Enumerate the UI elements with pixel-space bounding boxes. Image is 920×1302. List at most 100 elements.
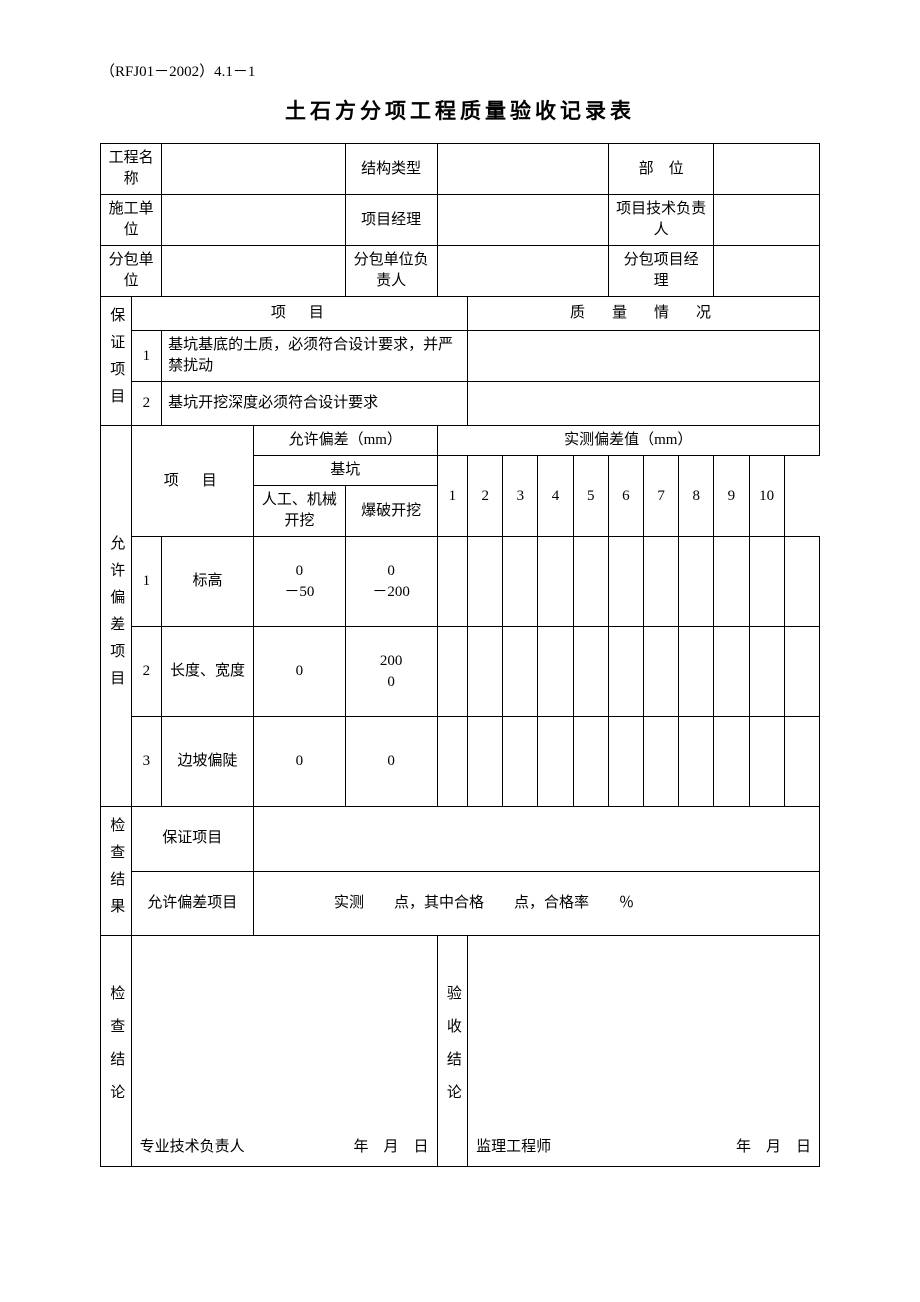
tolerance-side-label: 允许偏差项目: [101, 426, 132, 807]
meas-cell[interactable]: [538, 537, 573, 627]
check-result-row2-text[interactable]: 实测 点，其中合格 点，合格率 ％: [253, 871, 819, 936]
meas-num: 7: [643, 456, 678, 537]
meas-cell[interactable]: [714, 627, 749, 717]
guarantee-col-project: 项 目: [131, 297, 468, 331]
check-conclusion-side: 检查结论: [101, 936, 132, 1167]
meas-cell[interactable]: [714, 717, 749, 807]
check-conclusion-cell[interactable]: 专业技术负责人 年 月 日: [131, 936, 437, 1167]
guarantee-row-value[interactable]: [468, 331, 820, 382]
field-sub-leader[interactable]: [437, 246, 608, 297]
meas-cell[interactable]: [538, 627, 573, 717]
label-project-name: 工程名称: [101, 144, 162, 195]
meas-cell[interactable]: [679, 627, 714, 717]
accept-conclusion-cell[interactable]: 监理工程师 年 月 日: [468, 936, 820, 1167]
tolerance-row-name: 长度、宽度: [162, 627, 254, 717]
label-subcontractor: 分包单位: [101, 246, 162, 297]
label-sub-pm: 分包项目经 理: [608, 246, 714, 297]
tolerance-col-project: 项 目: [131, 426, 253, 537]
check-result-row2-label: 允许偏差项目: [131, 871, 253, 936]
document-code: （RFJ01－2002）4.1－1: [100, 60, 820, 81]
meas-cell[interactable]: [503, 537, 538, 627]
guarantee-row-value[interactable]: [468, 382, 820, 426]
date-text: 年 月 日: [354, 1137, 429, 1158]
meas-num: 10: [749, 456, 784, 537]
tolerance-pit-label: 基坑: [253, 456, 437, 486]
meas-cell[interactable]: [749, 537, 784, 627]
meas-num: 5: [573, 456, 608, 537]
meas-num: 1: [437, 456, 468, 537]
meas-num: 4: [538, 456, 573, 537]
meas-cell[interactable]: [573, 537, 608, 627]
meas-cell[interactable]: [784, 627, 819, 717]
guarantee-col-quality: 质 量 情 况: [468, 297, 820, 331]
guarantee-row-text: 基坑基底的土质，必须符合设计要求，并严禁扰动: [162, 331, 468, 382]
label-contractor: 施工单位: [101, 195, 162, 246]
guarantee-row-no: 2: [131, 382, 162, 426]
meas-cell[interactable]: [437, 627, 468, 717]
meas-cell[interactable]: [643, 717, 678, 807]
meas-cell[interactable]: [503, 717, 538, 807]
meas-cell[interactable]: [468, 537, 503, 627]
tolerance-measured-header: 实测偏差值（mm）: [437, 426, 819, 456]
field-project-name[interactable]: [162, 144, 346, 195]
meas-num: 8: [679, 456, 714, 537]
tolerance-row-no: 3: [131, 717, 162, 807]
tech-signer-label: 专业技术负责人: [140, 1137, 245, 1158]
tolerance-manual-label: 人工、机械开挖: [253, 486, 345, 537]
tolerance-blast-label: 爆破开挖: [345, 486, 437, 537]
meas-cell[interactable]: [714, 537, 749, 627]
meas-cell[interactable]: [573, 717, 608, 807]
meas-cell[interactable]: [468, 717, 503, 807]
label-struct-type: 结构类型: [345, 144, 437, 195]
meas-cell[interactable]: [573, 627, 608, 717]
guarantee-row-text: 基坑开挖深度必须符合设计要求: [162, 382, 468, 426]
field-tech-leader[interactable]: [714, 195, 820, 246]
guarantee-row-no: 1: [131, 331, 162, 382]
meas-cell[interactable]: [608, 627, 643, 717]
field-position[interactable]: [714, 144, 820, 195]
meas-num: 2: [468, 456, 503, 537]
tolerance-row-manual: 0: [253, 717, 345, 807]
meas-cell[interactable]: [437, 537, 468, 627]
meas-cell[interactable]: [784, 717, 819, 807]
field-subcontractor[interactable]: [162, 246, 346, 297]
meas-cell[interactable]: [643, 537, 678, 627]
meas-cell[interactable]: [749, 717, 784, 807]
tolerance-row-manual: 0: [253, 627, 345, 717]
check-result-row1-label: 保证项目: [131, 807, 253, 872]
supervisor-label: 监理工程师: [476, 1137, 551, 1158]
meas-cell[interactable]: [503, 627, 538, 717]
label-sub-leader: 分包单位负责人: [345, 246, 437, 297]
meas-cell[interactable]: [784, 537, 819, 627]
field-sub-pm[interactable]: [714, 246, 820, 297]
field-pm[interactable]: [437, 195, 608, 246]
tolerance-allow-header: 允许偏差（mm）: [253, 426, 437, 456]
tolerance-row-blast: 0 －200: [345, 537, 437, 627]
page-title: 土石方分项工程质量验收记录表: [100, 95, 820, 125]
meas-cell[interactable]: [468, 627, 503, 717]
field-contractor[interactable]: [162, 195, 346, 246]
meas-cell[interactable]: [437, 717, 468, 807]
tolerance-row-blast: 200 0: [345, 627, 437, 717]
check-result-side: 检查结果: [101, 807, 132, 936]
meas-cell[interactable]: [538, 717, 573, 807]
meas-num: 3: [503, 456, 538, 537]
tolerance-row-no: 1: [131, 537, 162, 627]
meas-cell[interactable]: [608, 717, 643, 807]
tolerance-row-blast: 0: [345, 717, 437, 807]
meas-cell[interactable]: [679, 537, 714, 627]
meas-num: 6: [608, 456, 643, 537]
meas-cell[interactable]: [749, 627, 784, 717]
date-text: 年 月 日: [736, 1137, 811, 1158]
check-result-row1-value[interactable]: [253, 807, 819, 872]
main-table: 工程名称 结构类型 部 位 施工单位 项目经理 项目技术负责人 分包单位 分包单…: [100, 143, 820, 1167]
meas-cell[interactable]: [608, 537, 643, 627]
meas-cell[interactable]: [643, 627, 678, 717]
label-pm: 项目经理: [345, 195, 437, 246]
label-tech-leader: 项目技术负责人: [608, 195, 714, 246]
meas-cell[interactable]: [679, 717, 714, 807]
tolerance-row-name: 标高: [162, 537, 254, 627]
tolerance-row-no: 2: [131, 627, 162, 717]
field-struct-type[interactable]: [437, 144, 608, 195]
meas-num: 9: [714, 456, 749, 537]
